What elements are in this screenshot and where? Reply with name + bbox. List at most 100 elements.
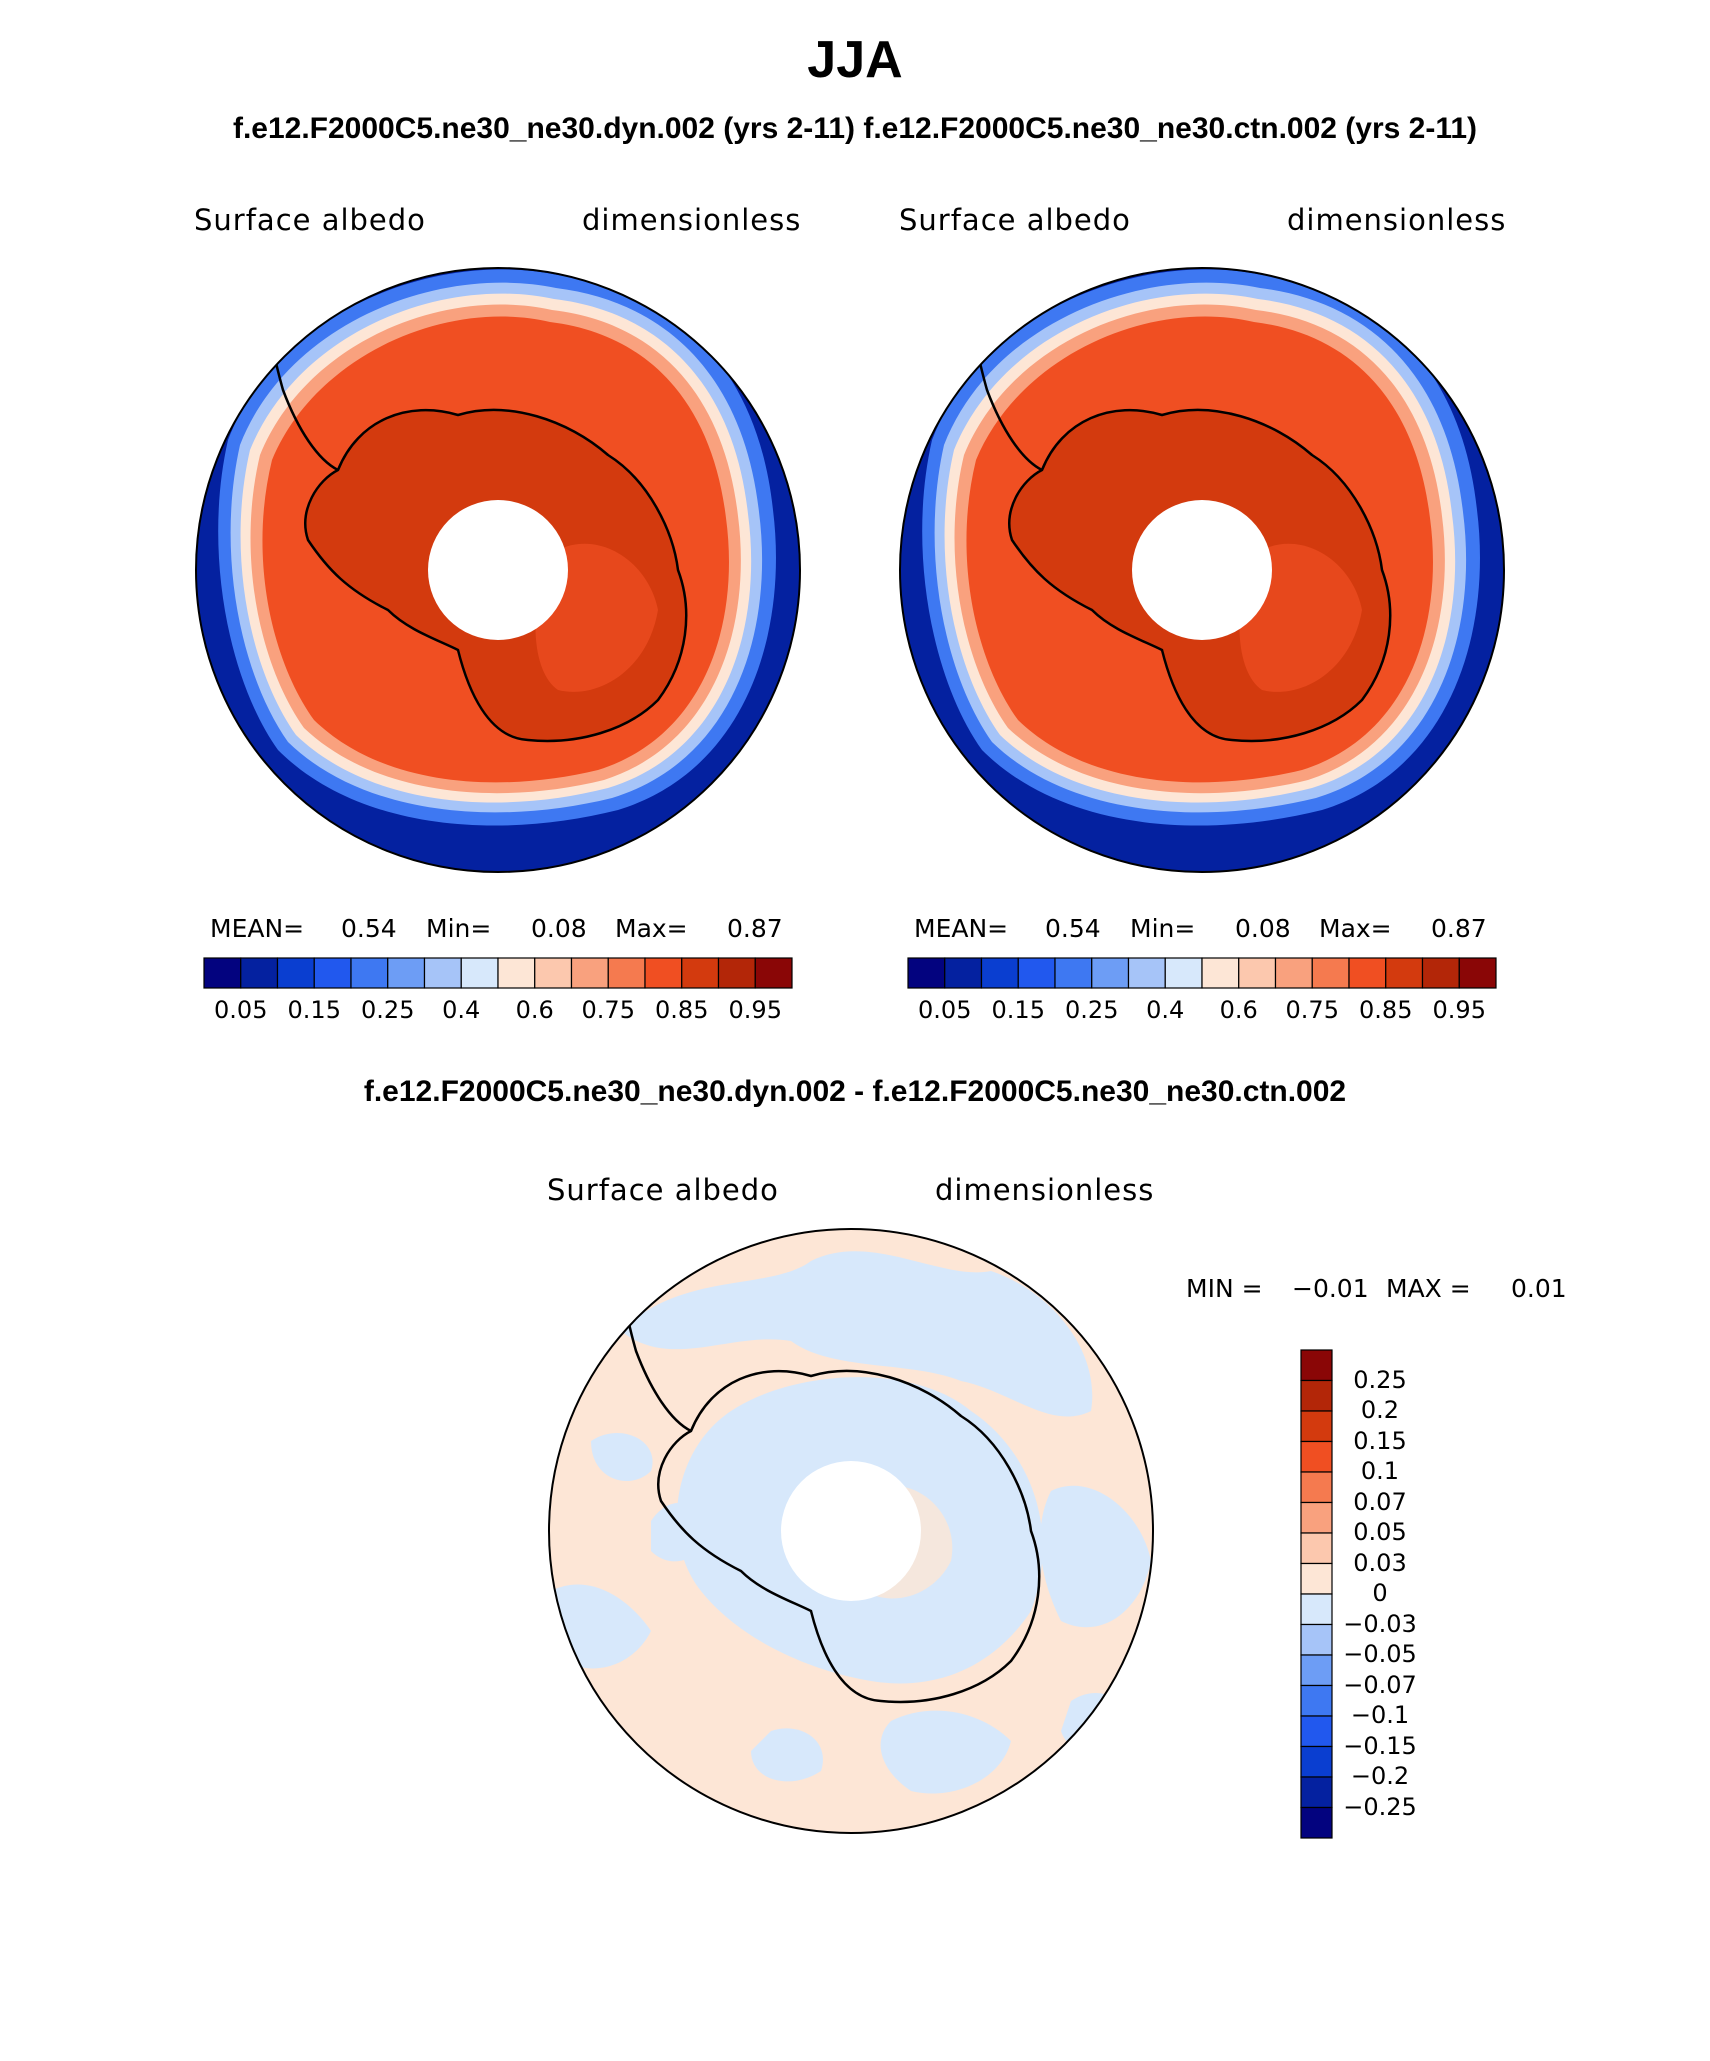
diff-colorbar-tick-label: 0.1 [1360, 1457, 1400, 1485]
panel2-colorbar-tick-label: 0.25 [1065, 996, 1119, 1024]
diff-colorbar-box-8 [1300, 1593, 1333, 1626]
figure-title: JJA [807, 31, 903, 89]
panel2-colorbar-box-1 [944, 957, 983, 989]
panel1-units: dimensionless [582, 203, 802, 237]
diff-colorbar-tick-label: −0.2 [1350, 1762, 1410, 1790]
panel2-max-value: 0.87 [1431, 914, 1487, 943]
panel1-mean-value: 0.54 [341, 914, 397, 943]
diff-colorbar-box-12 [1300, 1715, 1333, 1748]
panel2-colorbar-box-8 [1201, 957, 1240, 989]
diff-map [549, 1229, 1153, 1833]
diff-colorbar-tick-label: −0.05 [1343, 1640, 1417, 1668]
diff-colorbar-tick-label: 0.05 [1353, 1518, 1407, 1546]
diff-colorbar-tick-label: 0.15 [1353, 1426, 1407, 1455]
diff-colorbar-tick-label: 0.03 [1353, 1548, 1407, 1577]
diff-colorbar-box-5 [1300, 1501, 1333, 1534]
diff-map-border [548, 1228, 1154, 1834]
panel1-colorbar-tick-label: 0.4 [442, 996, 481, 1024]
panel2-min-label: Min= [1130, 914, 1196, 943]
diff-colorbar-box-10 [1300, 1654, 1333, 1687]
diff-colorbar-tick-label: −0.03 [1343, 1609, 1417, 1638]
diff-colorbar-tick-label: −0.1 [1350, 1701, 1410, 1729]
panel2-max-label: Max= [1319, 914, 1392, 943]
panel1-mean-label: MEAN= [210, 914, 305, 943]
panel1-map-border [195, 267, 801, 873]
diff-colorbar-box-2 [1300, 1410, 1333, 1443]
panel1-colorbar-tick-label: 0.75 [581, 996, 635, 1024]
panel2-colorbar-tick-label: 0.6 [1219, 996, 1258, 1024]
panel2-colorbar-box-0 [907, 957, 946, 989]
panel2-min-value: 0.08 [1235, 914, 1291, 943]
diff-colorbar-tick-label: 0.07 [1353, 1487, 1407, 1516]
panel1-colorbar-box-14 [717, 957, 756, 989]
panel2-colorbar-tick-label: 0.15 [991, 996, 1045, 1024]
diff-colorbar-box-3 [1300, 1440, 1333, 1473]
diff-colorbar-box-0 [1300, 1349, 1333, 1382]
panel2-colorbar-box-14 [1421, 957, 1460, 989]
diff-colorbar-box-15 [1300, 1806, 1333, 1839]
panel1-min-value: 0.08 [531, 914, 587, 943]
panel2-colorbar-tick-label: 0.4 [1146, 996, 1185, 1024]
panel2-colorbar-tick-label: 0.95 [1432, 996, 1486, 1024]
diff-min-value: −0.01 [1292, 1274, 1369, 1303]
panel2-colorbar-box-10 [1274, 957, 1313, 989]
diff-colorbar-box-13 [1300, 1745, 1333, 1778]
panel1-colorbar-box-5 [387, 957, 426, 989]
panel1-map [196, 268, 800, 872]
panel1-colorbar-tick-label: 0.85 [655, 996, 709, 1024]
panel1-max-label: Max= [615, 914, 688, 943]
panel2-map-border [899, 267, 1505, 873]
panel2-colorbar-box-7 [1164, 957, 1203, 989]
panel1-colorbar-box-15 [754, 957, 793, 989]
panel1-colorbar-tick-label: 0.6 [515, 996, 554, 1024]
panel1-colorbar-box-10 [570, 957, 609, 989]
diff-colorbar-box-1 [1300, 1379, 1333, 1412]
panel2-map [900, 268, 1504, 872]
diff-min-label: MIN = [1186, 1274, 1263, 1303]
diff-colorbar-tick-label: −0.07 [1343, 1670, 1417, 1699]
panel2-colorbar-tick-label: 0.85 [1359, 996, 1413, 1024]
panel1-colorbar-box-1 [240, 957, 279, 989]
panel1-colorbar-box-11 [607, 957, 646, 989]
panel1-colorbar-box-8 [497, 957, 536, 989]
panel1-colorbar-box-12 [644, 957, 683, 989]
panel2-variable: Surface albedo [899, 203, 1131, 237]
diff-colorbar-tick-label: 0.25 [1353, 1365, 1407, 1394]
panel2-colorbar-box-12 [1348, 957, 1387, 989]
diff-units: dimensionless [935, 1173, 1155, 1207]
panel2-colorbar-box-9 [1238, 957, 1277, 989]
panel1-variable: Surface albedo [194, 203, 426, 237]
panel1-colorbar-tick-label: 0.05 [214, 996, 268, 1024]
panel1-colorbar-tick-label: 0.95 [728, 996, 782, 1024]
diff-max-label: MAX = [1386, 1274, 1471, 1303]
panel2-units: dimensionless [1287, 203, 1507, 237]
panel2-colorbar-box-4 [1054, 957, 1093, 989]
diff-colorbar-box-4 [1300, 1471, 1333, 1504]
panel1-colorbar-box-4 [350, 957, 389, 989]
panel2-colorbar-box-6 [1127, 957, 1166, 989]
panel1-colorbar-tick-label: 0.25 [361, 996, 415, 1024]
diff-colorbar-box-9 [1300, 1623, 1333, 1656]
panel1-colorbar-box-2 [276, 957, 315, 989]
panel2-mean-value: 0.54 [1045, 914, 1101, 943]
diff-colorbar-tick-label: −0.15 [1343, 1731, 1417, 1760]
panel1-colorbar-tick-label: 0.15 [287, 996, 341, 1024]
panel2-colorbar-tick-label: 0.05 [918, 996, 972, 1024]
difference-title: f.e12.F2000C5.ne30_ne30.dyn.002 - f.e12.… [363, 1075, 1347, 1108]
diff-colorbar-box-14 [1300, 1776, 1333, 1809]
panel1-min-label: Min= [426, 914, 492, 943]
diff-colorbar-tick-label: 0.2 [1360, 1396, 1400, 1424]
diff-colorbar-box-11 [1300, 1684, 1333, 1717]
diff-colorbar-box-6 [1300, 1532, 1333, 1565]
panel2-colorbar-box-15 [1458, 957, 1497, 989]
diff-colorbar-tick-label: −0.25 [1343, 1792, 1417, 1821]
panel2-colorbar-box-2 [980, 957, 1019, 989]
panel1-colorbar-box-13 [681, 957, 720, 989]
figure-subtitle: f.e12.F2000C5.ne30_ne30.dyn.002 (yrs 2-1… [232, 112, 1478, 145]
panel2-colorbar-tick-label: 0.75 [1285, 996, 1339, 1024]
panel2-colorbar-box-3 [1017, 957, 1056, 989]
panel2-colorbar-box-5 [1091, 957, 1130, 989]
panel2-colorbar-box-11 [1311, 957, 1350, 989]
diff-variable: Surface albedo [547, 1173, 779, 1207]
